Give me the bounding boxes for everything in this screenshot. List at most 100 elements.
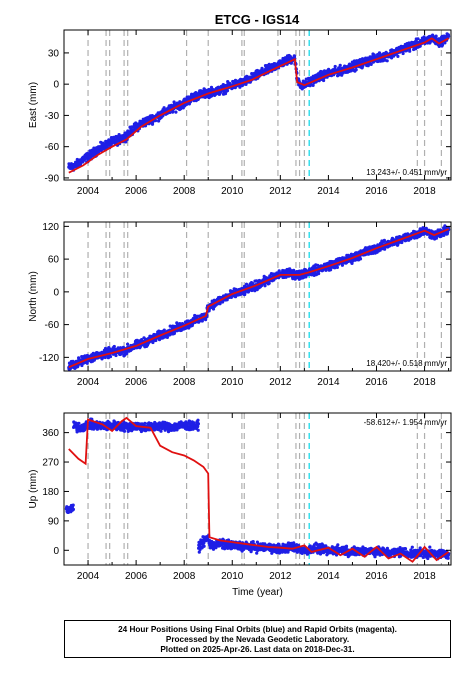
north-x-tick-label-7: 2018: [413, 377, 436, 388]
east-y-tick-label-1: -60: [45, 142, 60, 153]
up-obs-point-855: [251, 540, 255, 544]
north-x-tick-label-3: 2010: [221, 377, 244, 388]
east-y-tick-label-3: 0: [53, 80, 59, 91]
north-obs-point-898: [263, 284, 267, 288]
north-obs-point-328: [138, 344, 143, 349]
north-model-line: [68, 228, 449, 369]
east-x-tick-label-0: 2004: [77, 186, 100, 197]
north-obs-point-451: [165, 335, 169, 339]
north-obs-point-576: [193, 313, 197, 318]
east-x-tick-label-4: 2012: [269, 186, 292, 197]
up-obs-point-564: [188, 419, 192, 423]
north-plot-area: [67, 222, 451, 371]
east-obs-point-397: [154, 119, 158, 123]
up-obs-point-433: [159, 429, 163, 433]
east-obs-point-1242: [338, 63, 342, 67]
east-obs-point-1560: [408, 49, 412, 53]
up-obs-point-49: [75, 430, 79, 434]
up-obs-point-1187: [324, 544, 328, 548]
east-obs-point-783: [238, 85, 242, 89]
north-x-tick-label-5: 2014: [317, 377, 340, 388]
north-x-tick-label-0: 2004: [77, 377, 100, 388]
east-x-tick-label-5: 2014: [317, 186, 340, 197]
north-obs-point-191: [108, 355, 113, 359]
up-obs-point-45: [74, 421, 78, 425]
up-obs-point-554: [185, 421, 190, 425]
north-obs-point-269: [126, 342, 130, 346]
north-obs-point-851: [253, 289, 257, 293]
east-obs-point-1166: [322, 78, 326, 83]
up-obs-point-57: [77, 421, 81, 425]
east-obs-point-1738: [446, 34, 451, 38]
north-obs-point-1178: [324, 268, 328, 272]
up-obs-point-630: [202, 544, 206, 548]
north-obs-point-1506: [396, 242, 400, 246]
north-obs-point-208: [112, 344, 116, 349]
north-obs-point-216: [114, 353, 118, 358]
east-plot-area: [67, 30, 451, 180]
north-obs-point-1198: [329, 268, 333, 272]
east-obs-point-884: [260, 66, 264, 70]
north-obs-point-1335: [358, 257, 363, 261]
east-rate-label: 13.243+/- 0.451 mm/yr: [366, 168, 447, 177]
north-y-tick-label-2: 0: [53, 287, 59, 298]
east-obs-point-1598: [416, 37, 420, 41]
east-obs-point-1315: [354, 68, 358, 72]
north-panel: 2004 2006 2008 2010 2012 2014 2016 2018-120-600…: [28, 221, 452, 388]
up-obs-point-603: [196, 428, 200, 432]
north-obs-point-1252: [340, 263, 344, 267]
north-y-tick-label-4: 120: [42, 222, 59, 233]
up-obs-point-266: [122, 429, 127, 433]
east-obs-point-623: [203, 88, 207, 92]
east-x-tick-label-3: 2010: [221, 186, 244, 197]
east-model-line: [68, 37, 450, 174]
up-obs-point-604: [196, 422, 200, 426]
north-frame: [63, 221, 452, 372]
east-obs-point-490: [174, 110, 178, 114]
north-y-axis-label: North (mm): [28, 271, 39, 322]
up-obs-point-1242: [336, 543, 340, 547]
east-frame: [63, 29, 452, 181]
east-obs-point-1721: [443, 41, 447, 45]
up-panel: 2004 2006 2008 2010 2012 2014 2016 201809018027…: [28, 412, 452, 598]
north-obs-point-1229: [335, 265, 339, 269]
east-obs-point-1255: [341, 71, 345, 75]
east-obs-point-811: [244, 82, 248, 86]
east-obs-point-1398: [372, 53, 376, 57]
east-obs-point-654: [210, 94, 214, 98]
up-obs-point-973: [277, 542, 281, 547]
north-obs-point-1524: [400, 240, 404, 245]
north-obs-point-917: [267, 281, 271, 285]
east-obs-point-1681: [434, 34, 438, 38]
up-obs-point-936: [269, 543, 273, 547]
north-obs-point-963: [277, 269, 281, 273]
north-obs-point-1085: [304, 275, 308, 279]
figure-title: ETCG - IGS14: [215, 12, 300, 27]
north-x-tick-label-4: 2012: [269, 377, 292, 388]
north-obs-point-1444: [382, 238, 386, 242]
up-obs-point-1116: [308, 544, 312, 548]
north-obs-point-1425: [378, 248, 382, 252]
up-obs-point-1282: [344, 544, 349, 548]
east-obs-point-1219: [333, 64, 337, 69]
east-y-tick-label-4: 30: [48, 48, 60, 59]
up-obs-point-1166: [319, 551, 323, 555]
east-obs-point-1384: [369, 62, 373, 66]
east-x-tick-label-7: 2018: [413, 186, 436, 197]
up-obs-point-31: [71, 503, 75, 507]
up-obs-point-871: [255, 551, 259, 555]
east-obs-point-726: [225, 89, 230, 93]
north-rate-label: 18.420+/- 0.518 mm/yr: [366, 359, 447, 368]
east-obs-point-1608: [418, 44, 422, 48]
north-obs-point-626: [204, 318, 208, 322]
east-x-tick-label-2: 2008: [173, 186, 196, 197]
up-obs-point-32: [71, 507, 75, 511]
east-obs-point-1710: [440, 43, 445, 47]
north-x-tick-label-6: 2016: [365, 377, 388, 388]
east-x-tick-label-6: 2016: [365, 186, 388, 197]
north-obs-point-84: [85, 361, 89, 365]
north-x-tick-label-1: 2006: [125, 377, 148, 388]
north-y-tick-label-0: -120: [39, 353, 59, 364]
up-plot-area: [64, 413, 451, 565]
north-y-tick-label-3: 60: [48, 255, 60, 266]
